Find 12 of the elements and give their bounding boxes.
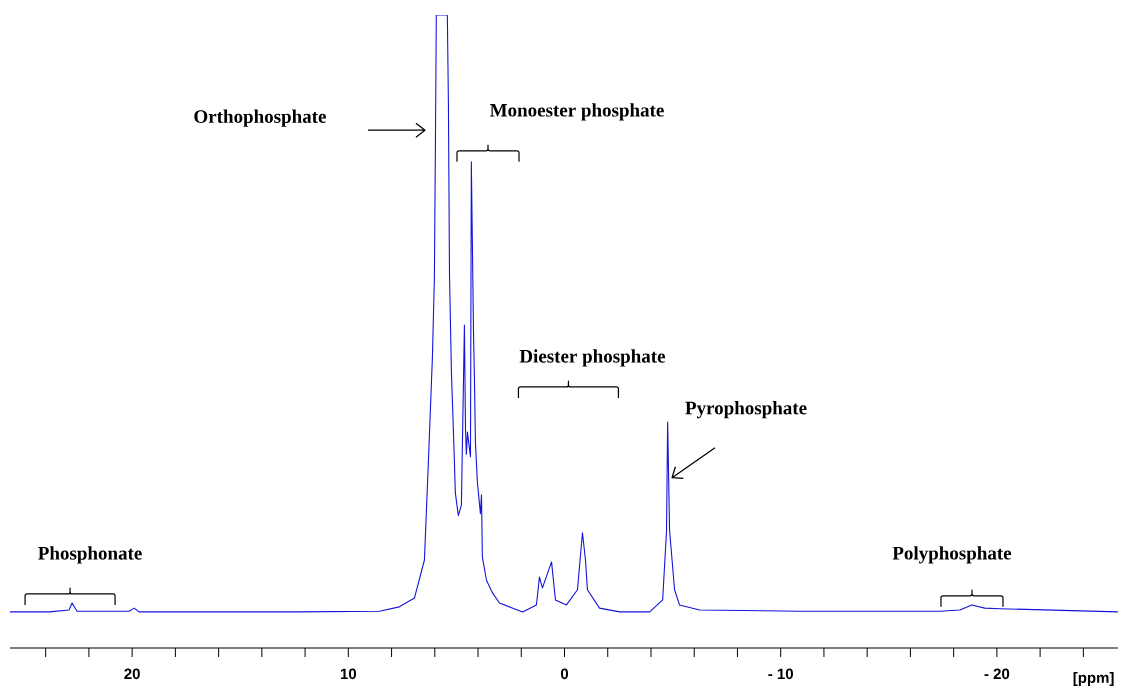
x-tick-label: - 10	[768, 668, 793, 680]
annotation: Pyrophosphate	[685, 401, 807, 419]
annotation: Polyphosphate	[892, 546, 1012, 564]
annotation: Orthophosphate	[194, 109, 326, 127]
x-tick-label: 10	[340, 668, 357, 680]
annotation: Diester phosphate	[519, 349, 666, 367]
x-tick-label: 20	[124, 668, 140, 680]
x-tick-label: - 20	[984, 668, 1010, 680]
x-axis-title: [ppm]	[1073, 671, 1114, 686]
annotation: Phosphonate	[38, 546, 142, 564]
x-tick-label: 0	[560, 668, 569, 680]
annotation: Monoester phosphate	[489, 103, 664, 121]
